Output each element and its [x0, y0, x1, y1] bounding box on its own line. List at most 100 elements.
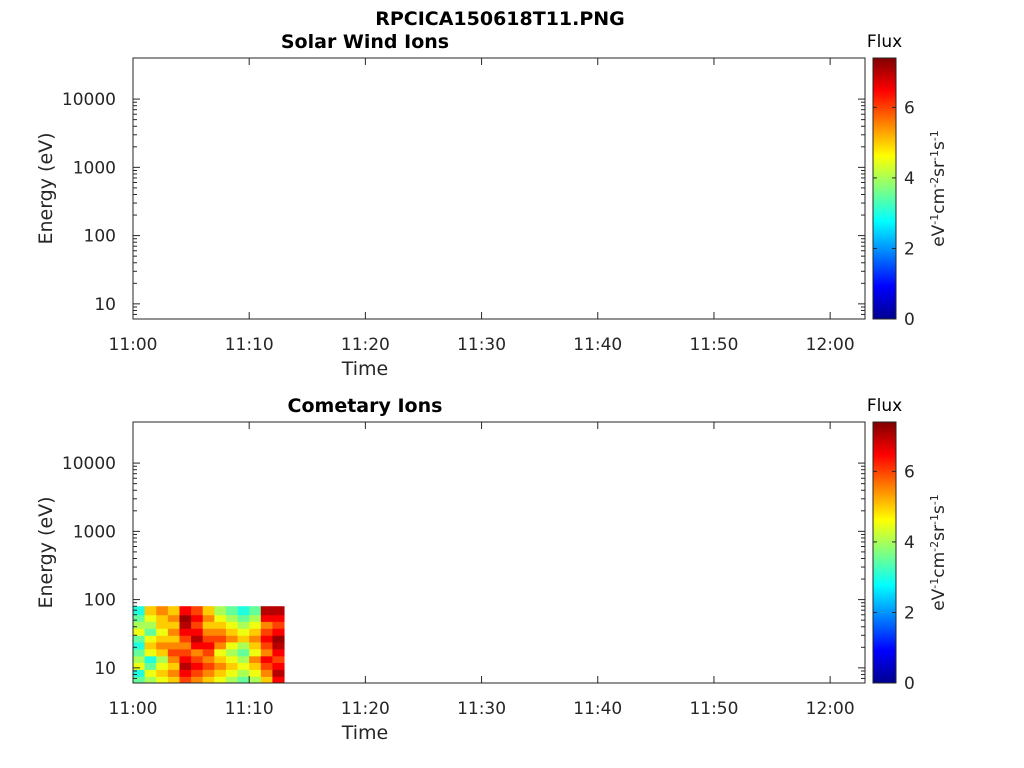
heatmap-cell [237, 655, 250, 663]
x-tick-label: 11:20 [341, 335, 390, 355]
colorbar-title: Flux [867, 396, 902, 416]
heatmap-cell [167, 621, 180, 629]
heatmap-cell [156, 621, 169, 629]
heatmap-cell [156, 676, 169, 684]
x-tick-label: 12:00 [806, 335, 855, 355]
heatmap-cell [202, 662, 215, 670]
heatmap-cell [272, 606, 285, 616]
y-tick-label: 10 [94, 295, 116, 315]
heatmap-cell [202, 606, 215, 616]
heatmap-cell [272, 662, 285, 670]
heatmap-cell [214, 641, 227, 650]
heatmap-cell [179, 635, 192, 643]
heatmap-cell [225, 641, 239, 650]
heatmap-cells [133, 606, 285, 684]
heatmap-cell [202, 648, 215, 657]
heatmap-cell [167, 676, 180, 684]
heatmap-cell [179, 641, 192, 650]
heatmap-cell [167, 614, 180, 622]
colorbar-tick-label: 0 [904, 310, 915, 330]
x-tick-label: 11:20 [341, 699, 390, 719]
heatmap-cell [167, 641, 180, 650]
heatmap-cell [249, 621, 262, 629]
heatmap-cell [260, 676, 273, 684]
x-tick-label: 11:50 [689, 335, 738, 355]
heatmap-cell [167, 662, 180, 670]
heatmap-cell [202, 614, 215, 622]
heatmap-cell [237, 669, 250, 677]
heatmap-cell [156, 669, 169, 677]
heatmap-cell [202, 676, 215, 684]
heatmap-cell [249, 648, 262, 657]
heatmap-cell [191, 669, 204, 677]
heatmap-cell [144, 669, 157, 677]
heatmap-cell [249, 641, 262, 650]
heatmap-cell [179, 662, 192, 670]
y-tick-label: 10000 [62, 90, 116, 110]
heatmap-cell [237, 606, 250, 616]
heatmap-cell [225, 648, 239, 657]
heatmap-cell [133, 621, 146, 629]
heatmap-cell [133, 628, 146, 636]
heatmap-cell [167, 655, 180, 663]
x-axis-label: Time [341, 358, 389, 380]
heatmap-cell [225, 635, 239, 643]
heatmap-cell [156, 641, 169, 650]
heatmap-cell [249, 628, 262, 636]
heatmap-cell [144, 655, 157, 663]
heatmap-cell [133, 641, 146, 650]
colorbar-label: eV-1cm-2sr-1s-1 [928, 494, 950, 611]
heatmap-cell [144, 676, 157, 684]
heatmap-cell [156, 628, 169, 636]
heatmap-cell [167, 648, 180, 657]
heatmap-cell [191, 648, 204, 657]
heatmap-cell [133, 655, 146, 663]
heatmap-cell [272, 669, 285, 677]
y-axis-label: Energy (eV) [35, 496, 57, 608]
heatmap-cell [225, 655, 239, 663]
x-axis-label: Time [341, 722, 389, 744]
heatmap-cell [179, 648, 192, 657]
heatmap-cell [237, 628, 250, 636]
heatmap-cell [225, 621, 239, 629]
heatmap-cell [260, 641, 273, 650]
heatmap-cell [191, 621, 204, 629]
heatmap-cell [144, 635, 157, 643]
heatmap-cell [156, 606, 169, 616]
x-tick-label: 11:30 [457, 335, 506, 355]
y-tick-label: 10000 [62, 454, 116, 474]
colorbar-tick-label: 4 [904, 169, 915, 189]
heatmap-cell [133, 606, 146, 616]
heatmap-cell [179, 621, 192, 629]
heatmap-cell [179, 606, 192, 616]
heatmap-cell [144, 606, 157, 616]
heatmap-cell [249, 676, 262, 684]
colorbar [872, 421, 897, 684]
x-tick-label: 11:10 [225, 335, 274, 355]
panel-cometary-ions: Cometary Ions 11:00 11:10 11:20 11:30 11:40 11… [35, 395, 949, 744]
heatmap-cell [202, 655, 215, 663]
heatmap-cell [167, 628, 180, 636]
heatmap-cell [237, 635, 250, 643]
heatmap-cell [249, 662, 262, 670]
heatmap-cell [214, 628, 227, 636]
heatmap-cell [225, 606, 239, 616]
heatmap-cell [260, 655, 273, 663]
x-tick-label: 11:30 [457, 699, 506, 719]
x-tick-label: 12:00 [806, 699, 855, 719]
heatmap-cell [191, 676, 204, 684]
heatmap-cell [144, 648, 157, 657]
heatmap-cell [260, 648, 273, 657]
panel-title: Solar Wind Ions [281, 31, 449, 53]
heatmap-cell [214, 655, 227, 663]
heatmap-cell [249, 669, 262, 677]
y-axis-label: Energy (eV) [35, 132, 57, 244]
plot-frame [132, 57, 866, 320]
heatmap-cell [156, 614, 169, 622]
heatmap-cell [225, 662, 239, 670]
heatmap-cell [237, 662, 250, 670]
colorbar-label: eV-1cm-2sr-1s-1 [928, 130, 950, 247]
panel-title: Cometary Ions [288, 395, 443, 417]
figure-title: RPCICA150618T11.PNG [375, 8, 625, 30]
colorbar-tick-label: 2 [904, 603, 915, 623]
